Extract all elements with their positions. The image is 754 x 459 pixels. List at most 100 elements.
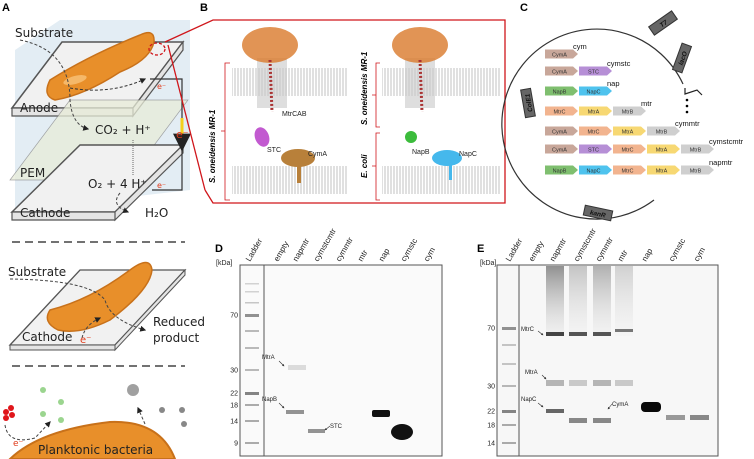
backbone-part-label: lacO [678,51,689,67]
electron-label: e⁻ [80,335,91,346]
gene-mtrb [681,144,714,154]
annotation-mtrc: MtrC [521,327,535,333]
construct-label: nap [607,79,620,88]
lane-label-cymmtr: cymmtr [334,236,355,263]
gene-mtra [647,165,680,175]
gene-label: NapC [586,169,600,175]
marker-label: 70 [230,313,238,320]
marker-label: 30 [230,368,238,375]
gene-label: NapB [553,90,567,96]
gene-stc [579,144,612,154]
inner-membrane-left [232,166,347,194]
gene-napb [545,86,578,96]
annotation-cyma: CymA [612,402,628,408]
backbone-part-label: T7 [659,19,670,29]
cyma-protein [281,149,315,167]
gene-cyma [545,126,578,136]
gel-image-d [239,264,443,457]
construct-label: cymstcmtr [709,137,744,146]
sample-bands-e [546,266,709,423]
outer-membrane-right [382,58,500,108]
lane-label-cym: cym [422,246,437,263]
gene-label: MtrC [622,169,634,175]
gene-cyma [545,144,578,154]
gene-mtra [579,106,612,116]
gene-label: MtrB [690,148,702,154]
bacterium [46,261,153,332]
lane-label-cymstc: cymstc [399,237,419,263]
panel-label-a: A [2,2,10,14]
gene-stc [579,66,612,76]
lane-label-napmtr: napmtr [548,237,568,263]
zoom-frame [164,19,506,204]
gene-label: NapB [553,169,567,175]
marker-label: 9 [234,441,238,448]
gene-mtrc [579,126,612,136]
construct-cymmtr: CymA MtrC MtrA MtrB cymmtr [545,119,700,136]
gene-label: MtrC [622,148,634,154]
marker-label: 14 [487,441,495,448]
panel-d: D [kDa] Ladder empty napmtr cymstc mtrcymmtr… [215,227,443,457]
substrate-label: Substrate [8,265,66,279]
gene-label: MtrA [622,130,634,136]
gene-mtrb [613,106,646,116]
electrosynthesis-diagram: Substrate Cathode e⁻ Reduced product [8,261,205,352]
backbone-part-cole1: ColE1 [520,87,536,119]
sample-bands-d [286,365,413,440]
annotation-mtra: MtrA [525,370,538,376]
construct-mtr: MtrC MtrA MtrB mtr [545,99,652,116]
lane-label-cymstc: cymstc [667,237,687,263]
organism-label-left: S. oneidensis MR-1 [208,109,217,183]
panel-label-c: C [520,2,528,14]
gene-label: STC [588,148,599,154]
panel-b: B MtrCAB STC CymA NapB NapC [164,2,506,204]
gene-label: MtrA [656,148,668,154]
backbone-part-laco: lacO [671,42,693,74]
anode-label: Anode [20,101,58,115]
panel-a: A e⁻ e⁻ e⁻ Substrate Anode CO₂ + H⁺ PEM … [2,2,205,459]
planktonic-bacteria-label: Planktonic bacteria [38,443,153,457]
cathode-label: Cathode [22,330,72,344]
panel-c: C T7 lacO ColE1 kanR CymA cym CymA STC cymstc Na… [501,2,744,222]
gene-label: CymA [552,53,567,59]
lane-label-empty: empty [272,240,291,263]
marker-label: 30 [487,384,495,391]
panel-label-e: E [477,243,484,255]
gene-cyma [545,49,578,59]
lane-label-cym: cym [692,246,707,263]
organism-label-right-bottom: E. coli [360,154,369,178]
gene-mtrc [613,144,646,154]
marker-label: 14 [230,419,238,426]
cyma-label: CymA [308,151,327,158]
co2-label: CO₂ + H⁺ [95,123,151,137]
reduced-product-label: Reduced [153,315,205,329]
planktonic-diagram: e⁻ Planktonic bacteria [3,384,187,459]
napc-protein [432,150,462,166]
lane-label-ladder: Ladder [244,237,264,263]
gene-label: MtrB [622,110,634,116]
organism-label-right-top: S. oneidensis MR-1 [360,51,369,125]
napb-label: NapB [412,149,430,156]
water-label: H₂O [145,206,168,220]
lane-label-nap: nap [377,246,392,263]
gene-cyma [545,66,578,76]
napb-protein [405,131,417,143]
electron-label: e⁻ [157,82,166,91]
microbial-fuel-cell-diagram: e⁻ e⁻ e⁻ Substrate Anode CO₂ + H⁺ PEM O₂… [9,20,191,222]
oxygen-label: O₂ + 4 H⁺ [88,177,147,191]
panel-label-b: B [200,2,208,14]
backbone-part-label: ColE1 [524,93,534,113]
highlight-circle [148,42,166,56]
construct-label: cymstc [607,59,631,68]
gene-napc [579,86,612,96]
gel-image-e [496,264,719,457]
panel-label-d: D [215,243,223,255]
cathode-label: Cathode [20,206,70,220]
gene-mtrc [613,165,646,175]
annotation-stc: STC [330,424,343,430]
marker-label: 18 [487,423,495,430]
lane-label-mtr: mtr [356,248,370,263]
substrate-label: Substrate [15,26,73,40]
mtrcab-structure-right [392,27,448,113]
stc-protein [254,127,270,147]
